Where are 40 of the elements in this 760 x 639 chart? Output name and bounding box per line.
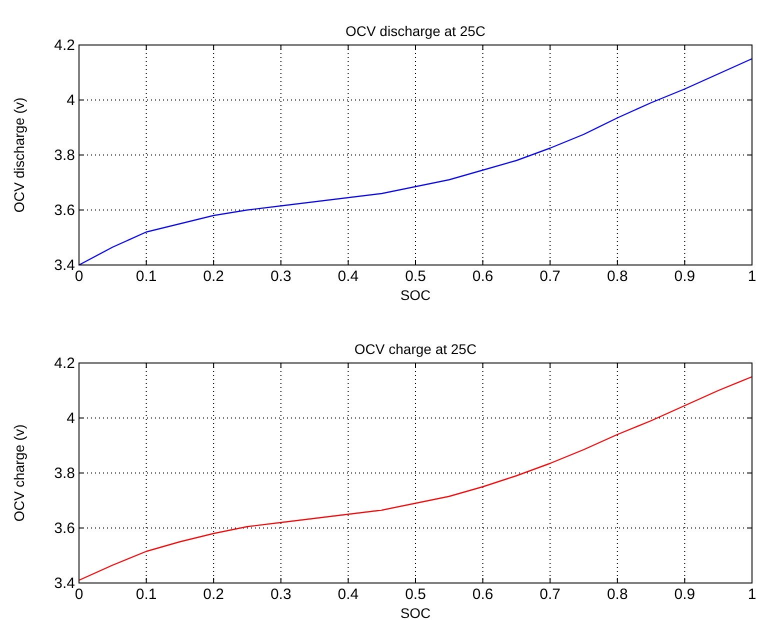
y-tick-label: 4.2 xyxy=(54,355,75,372)
chart-title: OCV charge at 25C xyxy=(354,341,477,357)
x-tick-label: 0.9 xyxy=(674,268,696,285)
y-tick-label: 4 xyxy=(66,410,75,427)
x-tick-label: 0 xyxy=(74,268,84,285)
line-series xyxy=(78,376,753,581)
y-tick-label: 3.6 xyxy=(54,202,75,219)
x-tick-label: 0.4 xyxy=(338,268,359,285)
x-tick-label: 0.1 xyxy=(136,268,157,285)
y-tick-label: 3.8 xyxy=(54,465,75,482)
y-tick-label: 4 xyxy=(66,92,75,109)
x-tick-label: 0.3 xyxy=(270,586,292,603)
x-tick-label: 0.3 xyxy=(270,268,292,285)
x-axis-title: SOC xyxy=(400,287,431,303)
x-tick-label: 0.6 xyxy=(472,586,494,603)
y-tick-label: 4.2 xyxy=(54,37,75,54)
chart-title: OCV discharge at 25C xyxy=(345,23,486,39)
y-axis-title: OCV charge (v) xyxy=(11,424,27,522)
x-tick-label: 0 xyxy=(74,586,84,603)
y-tick-label: 3.6 xyxy=(54,520,75,537)
x-tick-label: 0.1 xyxy=(136,586,157,603)
x-tick-label: 0.2 xyxy=(203,268,224,285)
x-tick-label: 0.6 xyxy=(472,268,494,285)
line-series xyxy=(78,58,753,266)
x-tick-label: 0.7 xyxy=(540,268,561,285)
y-tick-label: 3.4 xyxy=(54,575,75,592)
x-tick-label: 0.5 xyxy=(405,268,426,285)
x-axis-title: SOC xyxy=(400,605,431,621)
y-axis-title: OCV discharge (v) xyxy=(11,97,27,213)
x-tick-label: 0.5 xyxy=(405,586,426,603)
x-tick-label: 0.7 xyxy=(540,586,561,603)
x-tick-label: 0.4 xyxy=(338,586,359,603)
x-tick-label: 0.8 xyxy=(606,268,628,285)
x-tick-label: 0.9 xyxy=(674,586,696,603)
x-tick-label: 1 xyxy=(748,268,756,285)
x-tick-label: 1 xyxy=(748,586,756,603)
x-tick-label: 0.2 xyxy=(203,586,224,603)
y-tick-label: 3.8 xyxy=(54,147,75,164)
y-tick-label: 3.4 xyxy=(54,257,75,274)
x-tick-label: 0.8 xyxy=(606,586,628,603)
